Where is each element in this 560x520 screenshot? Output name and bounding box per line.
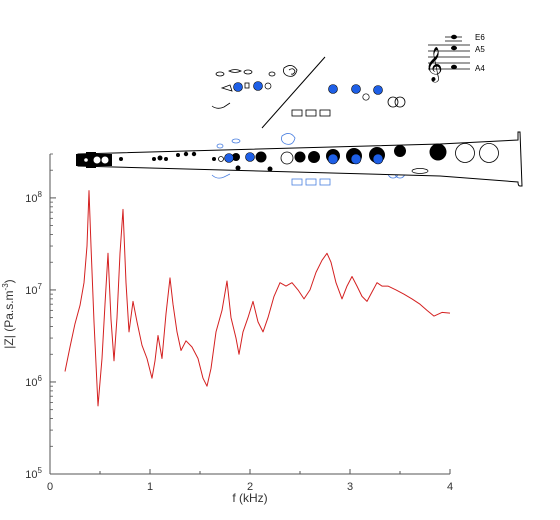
note-a4-head xyxy=(451,64,457,70)
x-tick-label: 3 xyxy=(347,481,353,493)
y-tick-label: 107 xyxy=(25,282,42,297)
key-blue-body xyxy=(224,152,384,165)
x-ticks: 0 1 2 3 4 xyxy=(47,469,453,493)
x-tick-label: 2 xyxy=(247,481,253,493)
y-tick-label: 108 xyxy=(25,190,42,205)
note-e6-head xyxy=(451,34,457,40)
note-label-a5: A5 xyxy=(475,45,485,54)
x-axis-label: f (kHz) xyxy=(232,491,267,505)
y-ticks: 105 106 107 108 xyxy=(25,153,56,481)
x-tick-label: 4 xyxy=(447,481,453,493)
x-tick-label: 1 xyxy=(147,481,153,493)
treble-clef-icon: 𝄞 xyxy=(425,47,443,83)
plot-area: 0 1 2 3 4 105 106 107 108 xyxy=(25,153,453,493)
music-staff: 𝄞 E6 A5 A4 xyxy=(425,33,485,83)
note-a5-head xyxy=(451,45,457,51)
key-blue-upper xyxy=(233,81,383,95)
note-label-a4: A4 xyxy=(475,64,485,73)
instrument-illustration: 𝄞 E6 A5 A4 xyxy=(76,33,523,187)
y-tick-label: 105 xyxy=(25,466,42,481)
x-tick-label: 0 xyxy=(47,481,53,493)
key-detail-upper xyxy=(211,56,406,129)
y-tick-label: 106 xyxy=(25,374,42,389)
impedance-curve xyxy=(64,190,451,407)
note-label-e6: E6 xyxy=(475,33,485,42)
y-axis-label: |Z| (Pa.s.m-3) xyxy=(1,279,16,348)
